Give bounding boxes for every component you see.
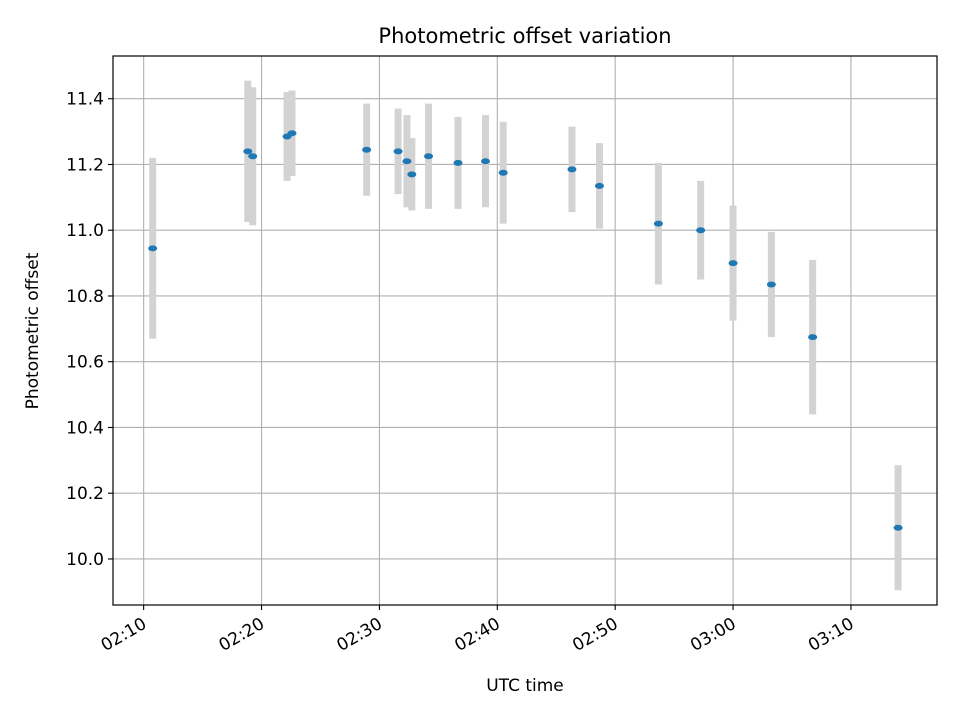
data-point (424, 153, 434, 160)
data-point (766, 281, 776, 288)
data-point (453, 159, 463, 166)
data-point (696, 227, 706, 234)
grid (113, 56, 937, 605)
y-tick-label: 10.0 (66, 550, 104, 570)
data-point (148, 245, 158, 252)
data-points (148, 130, 903, 531)
y-tick-label: 10.6 (66, 353, 104, 373)
y-tick-label: 10.8 (66, 287, 104, 307)
y-axis: 10.0 10.2 10.4 10.6 10.8 11.0 11.2 11.4 (66, 90, 113, 570)
y-tick-label: 11.0 (66, 221, 104, 241)
data-point (594, 182, 604, 189)
data-point (362, 146, 372, 153)
y-tick-label: 11.4 (66, 90, 104, 110)
x-axis-title: UTC time (486, 676, 564, 696)
data-point (567, 166, 577, 173)
data-point (653, 220, 663, 227)
data-point (808, 334, 818, 341)
data-point (728, 260, 738, 267)
data-point (481, 158, 491, 165)
data-point (248, 153, 258, 160)
y-tick-label: 10.4 (66, 418, 104, 438)
data-point (287, 130, 297, 137)
data-point (498, 169, 508, 176)
plot-area-frame (112, 55, 938, 606)
data-point (893, 524, 903, 531)
y-tick-label: 11.2 (66, 155, 104, 175)
y-tick-label: 10.2 (66, 484, 104, 504)
data-point (407, 171, 417, 178)
data-point (393, 148, 403, 155)
chart-title: Photometric offset variation (378, 24, 671, 48)
data-point (243, 148, 253, 155)
y-axis-title: Photometric offset (23, 252, 43, 409)
data-point (402, 158, 412, 165)
